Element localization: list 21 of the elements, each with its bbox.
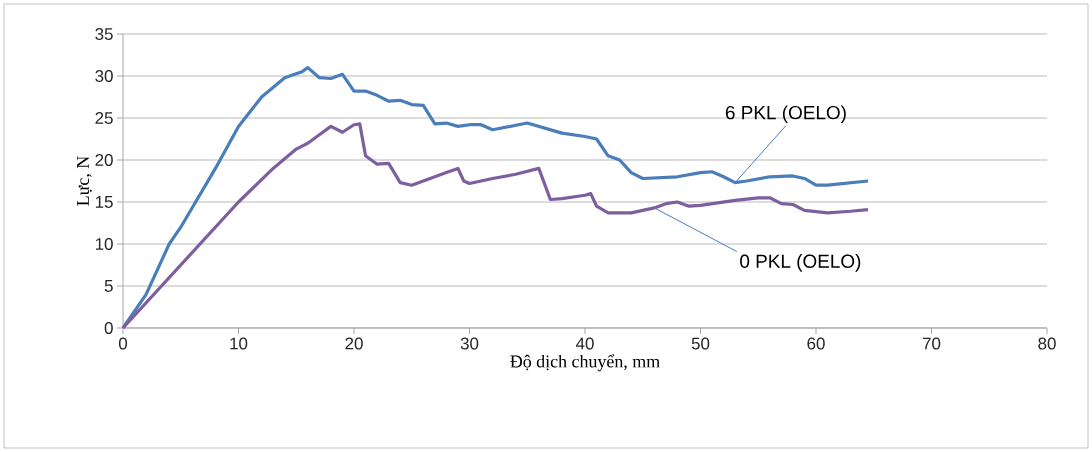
x-tick-label: 70 [922,337,941,350]
x-tick-label: 50 [691,337,710,350]
x-tick-label: 60 [807,337,825,350]
x-tick-label: 10 [230,337,248,350]
x-tick-label: 80 [1038,337,1056,350]
y-tick-label: 0 [104,322,113,334]
y-tick-label: 15 [95,196,113,208]
y-tick-label: 20 [95,154,113,166]
y-tick-label: 5 [104,280,113,292]
x-axis-title: Độ dịch chuyển, mm [510,354,660,372]
y-tick-label: 35 [95,28,113,40]
x-tick-label: 30 [460,337,479,350]
x-tick-label: 20 [345,337,363,350]
y-axis-title: Lực, N [77,156,92,206]
x-tick-label: 40 [575,337,594,350]
y-tick-label: 10 [95,238,113,250]
y-tick-label: 30 [95,70,113,82]
text: 6 PKL (OELO) [725,105,846,124]
y-tick-label: 25 [95,112,113,124]
text: 0 PKL (OELO) [740,254,861,272]
x-tick-label: 0 [118,337,128,350]
